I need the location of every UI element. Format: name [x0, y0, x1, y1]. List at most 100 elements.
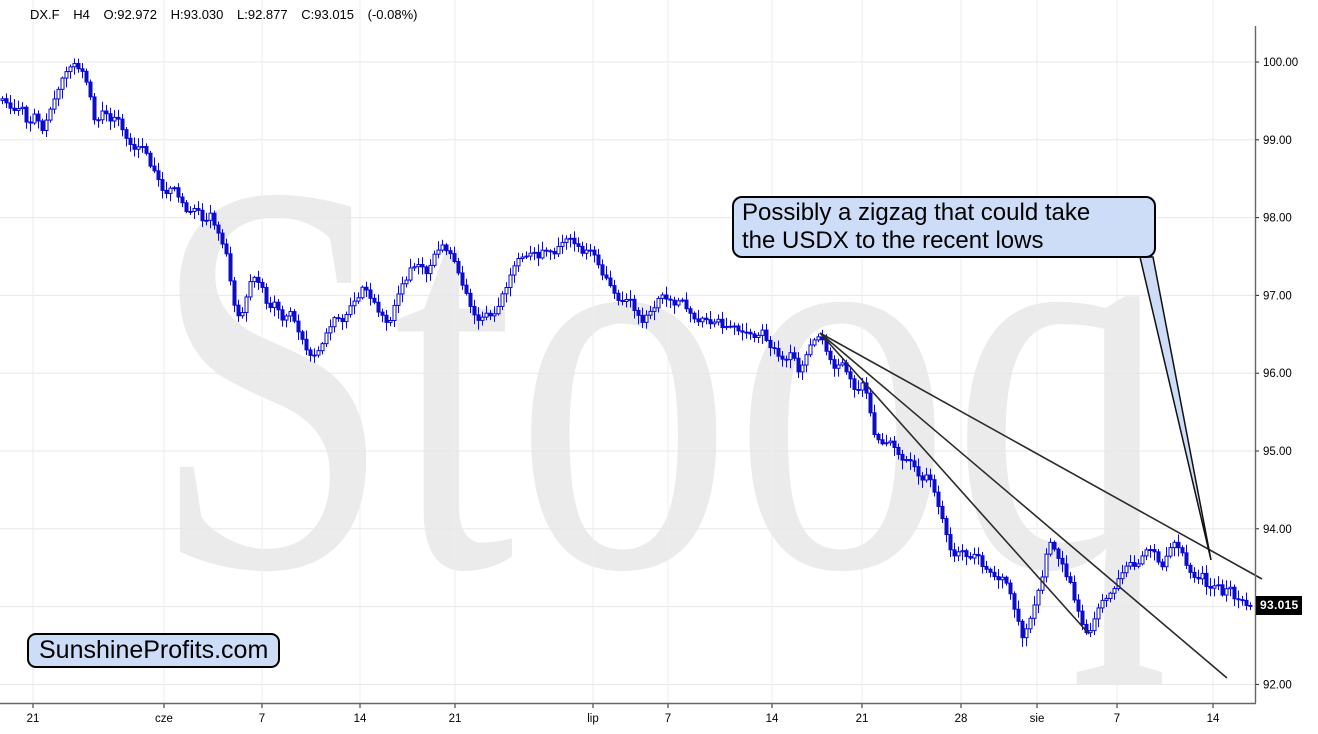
- candle-body-down: [364, 286, 369, 291]
- stooq-watermark: Stooq: [150, 67, 1170, 688]
- candle-body-down: [572, 237, 577, 245]
- candle-body-down: [1188, 564, 1193, 573]
- annotation-callout[interactable]: Possibly a zigzag that could take the US…: [732, 196, 1156, 258]
- trend-line: [819, 332, 1228, 679]
- y-axis-label: 95.00: [1263, 446, 1292, 458]
- candle-body-down: [40, 120, 45, 131]
- candle-body-up: [532, 251, 537, 254]
- candle-body-down: [636, 309, 641, 316]
- candle-body-up: [100, 110, 105, 121]
- candle-body-up: [240, 312, 245, 317]
- candle-body-down: [232, 280, 237, 306]
- candle-body-down: [948, 534, 953, 551]
- candle-body-down: [12, 107, 17, 111]
- candle-body-down: [1132, 562, 1137, 567]
- candle-body-down: [452, 253, 457, 263]
- candle-body-up: [700, 317, 705, 323]
- candle-body-down: [872, 412, 877, 436]
- candle-body-down: [368, 289, 373, 299]
- candle-body-up: [360, 286, 365, 299]
- candle-body-down: [1204, 572, 1209, 587]
- candle-body-down: [620, 299, 625, 303]
- candle-body-up: [404, 279, 409, 285]
- candle-body-up: [652, 307, 657, 312]
- last-price-tag: 93.015: [1256, 595, 1302, 615]
- candle-body-down: [1004, 576, 1009, 584]
- candle-body-down: [740, 330, 745, 333]
- candle-body-up: [1112, 588, 1117, 594]
- candle-body-down: [1184, 552, 1189, 566]
- candle-body-down: [80, 68, 85, 72]
- candle-body-down: [1156, 551, 1161, 563]
- candle-body-down: [796, 357, 801, 373]
- candle-body-up: [1224, 588, 1229, 596]
- candlestick-series: [0, 58, 1253, 647]
- candle-body-down: [156, 170, 161, 181]
- candle-body-down: [464, 284, 469, 294]
- annotation-text-line2: the USDX to the recent lows: [742, 227, 1044, 254]
- candle-body-down: [936, 491, 941, 507]
- candle-body-up: [1044, 553, 1049, 578]
- candle-body-down: [944, 518, 949, 536]
- candle-body-down: [200, 209, 205, 222]
- candle-body-up: [484, 312, 489, 318]
- candle-body-down: [148, 152, 153, 167]
- candle-body-down: [600, 264, 605, 276]
- candle-body-up: [1104, 597, 1109, 601]
- candle-body-up: [836, 364, 841, 369]
- candle-body-up: [408, 267, 413, 281]
- candle-body-up: [680, 299, 685, 302]
- candle-body-down: [300, 331, 305, 340]
- candle-body-down: [1016, 608, 1021, 622]
- high-value: H:93.030: [170, 7, 224, 22]
- candle-body-up: [540, 249, 545, 259]
- candle-body-down: [444, 244, 449, 252]
- candle-body-up: [1140, 555, 1145, 565]
- candle-body-down: [1176, 541, 1181, 549]
- candle-body-down: [88, 81, 93, 98]
- candle-body-up: [628, 298, 633, 301]
- candle-body-down: [780, 355, 785, 360]
- candle-body-up: [272, 301, 277, 309]
- candle-body-down: [92, 96, 97, 121]
- candle-body-down: [1076, 599, 1081, 612]
- candle-body-down: [592, 249, 597, 256]
- candle-body-down: [76, 63, 81, 70]
- candle-body-down: [180, 196, 185, 204]
- candle-body-down: [308, 349, 313, 356]
- candle-body-up: [396, 293, 401, 306]
- candle-body-up: [568, 237, 573, 240]
- candle-body-down: [160, 179, 165, 191]
- candle-body-up: [972, 553, 977, 559]
- candle-body-down: [980, 555, 985, 567]
- candle-body-up: [760, 329, 765, 336]
- candle-body-up: [432, 253, 437, 266]
- candle-body-up: [284, 315, 289, 321]
- candle-body-down: [548, 250, 553, 253]
- candle-body-down: [1064, 563, 1069, 578]
- candle-body-down: [876, 434, 881, 441]
- candle-body-down: [292, 311, 297, 322]
- candle-body-up: [656, 297, 661, 309]
- candle-body-down: [1072, 581, 1077, 601]
- candle-body-down: [640, 314, 645, 323]
- candle-body-down: [848, 371, 853, 380]
- close-value: C:93.015: [301, 7, 355, 22]
- candle-body-up: [560, 241, 565, 247]
- candle-body-down: [120, 118, 125, 131]
- candle-body-down: [1160, 561, 1165, 568]
- candle-body-up: [328, 326, 333, 334]
- candle-body-down: [908, 459, 913, 462]
- candle-body-up: [324, 332, 329, 345]
- candle-body-up: [512, 265, 517, 276]
- candle-body-up: [32, 113, 37, 124]
- candle-body-down: [460, 272, 465, 286]
- candle-body-down: [912, 460, 917, 468]
- candle-body-down: [1056, 548, 1061, 559]
- candle-body-down: [152, 165, 157, 172]
- candle-body-down: [932, 479, 937, 493]
- candle-body-down: [128, 137, 133, 145]
- candle-body-up: [1116, 578, 1121, 590]
- candle-body-down: [212, 212, 217, 226]
